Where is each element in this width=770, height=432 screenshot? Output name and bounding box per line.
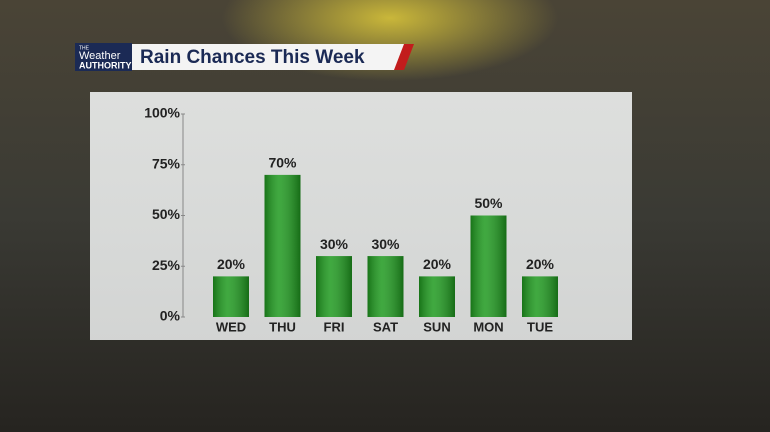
bar-shade: [213, 276, 249, 317]
y-tick-label: 0%: [160, 308, 181, 324]
bar-shade: [419, 276, 455, 317]
y-tick-label: 50%: [152, 206, 181, 222]
y-tick-label: 25%: [152, 257, 181, 273]
bar-shade: [316, 256, 352, 317]
x-tick-label: TUE: [527, 319, 553, 334]
bar-shade: [522, 276, 558, 317]
x-tick-label: SAT: [373, 319, 398, 334]
value-label: 20%: [526, 256, 555, 272]
value-label: 50%: [474, 195, 503, 211]
logo-box: [75, 43, 132, 71]
value-label: 20%: [423, 256, 452, 272]
x-tick-label: THU: [269, 319, 296, 334]
x-tick-label: MON: [473, 319, 503, 334]
header: THE Weather AUTHORITY Rain Chances This …: [75, 43, 414, 71]
chart-title: Rain Chances This Week: [140, 47, 365, 68]
title-bar: [132, 44, 410, 70]
title-accent: [394, 44, 414, 70]
x-tick-label: WED: [216, 319, 246, 334]
logo-line: AUTHORITY: [79, 60, 132, 70]
bar-shade: [367, 256, 404, 317]
x-tick-label: SUN: [423, 319, 450, 334]
value-label: 20%: [217, 256, 246, 272]
value-label: 70%: [268, 155, 297, 171]
value-label: 30%: [371, 236, 400, 252]
logo-line: THE: [79, 45, 90, 51]
value-label: 30%: [320, 236, 349, 252]
y-tick-label: 75%: [152, 155, 181, 171]
bar-shade: [470, 215, 507, 317]
y-tick-label: 100%: [144, 105, 180, 121]
bar-shade: [264, 174, 301, 317]
x-tick-label: FRI: [324, 319, 345, 334]
logo-line: Weather: [79, 50, 121, 62]
